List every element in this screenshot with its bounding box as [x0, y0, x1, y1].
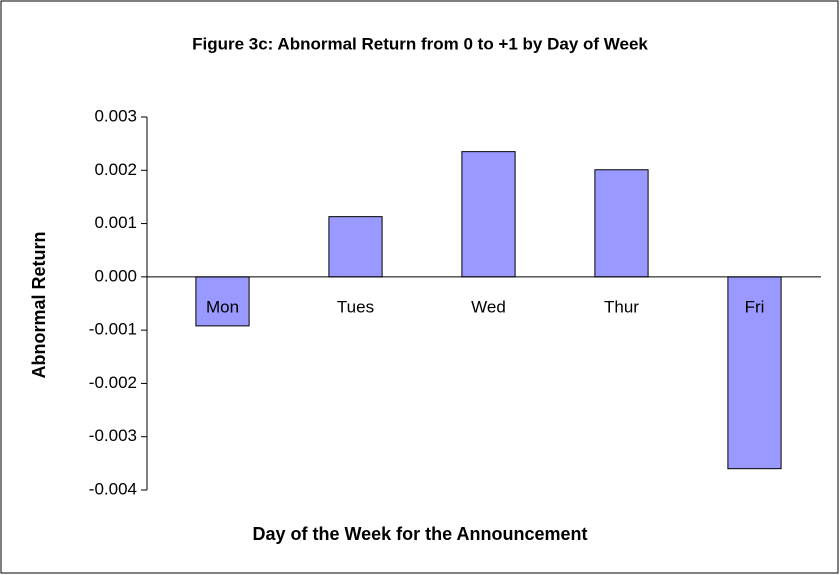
x-tick-label: Thur [604, 297, 639, 316]
y-tick-label: -0.001 [89, 320, 137, 339]
y-tick-label: 0.001 [94, 213, 137, 232]
y-axis-title: Abnormal Return [29, 231, 49, 378]
y-tick-label: -0.004 [89, 479, 137, 498]
x-tick-label: Tues [337, 297, 374, 316]
y-tick-label: 0.000 [94, 266, 137, 285]
x-tick-label: Wed [471, 297, 506, 316]
bar [461, 151, 516, 278]
y-tick-label: -0.002 [89, 373, 137, 392]
chart-title: Figure 3c: Abnormal Return from 0 to +1 … [192, 34, 648, 53]
bar [594, 169, 649, 278]
bar [328, 216, 383, 278]
bar [727, 276, 782, 470]
x-axis-title: Day of the Week for the Announcement [252, 524, 587, 544]
y-tick-label: 0.002 [94, 160, 137, 179]
y-tick-label: 0.003 [94, 106, 137, 125]
y-tick-label: -0.003 [89, 426, 137, 445]
x-tick-label: Fri [745, 297, 765, 316]
x-tick-label: Mon [206, 297, 239, 316]
bar [195, 276, 250, 327]
